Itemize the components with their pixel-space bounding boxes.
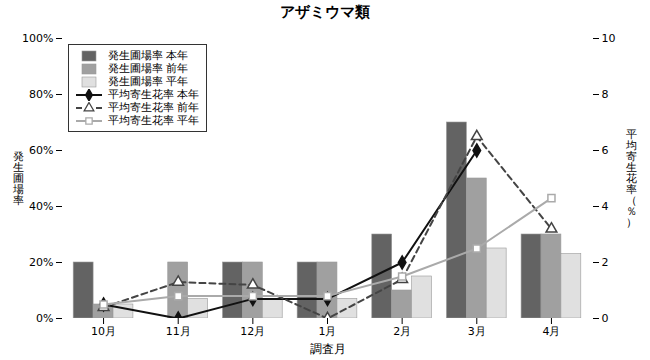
html-text:平均寄生花率 平年: 平均寄生花率 平年 xyxy=(108,114,200,127)
html-text:発生圃場率 平年: 発生圃場率 平年 xyxy=(108,75,189,88)
svg-text:1月: 1月 xyxy=(319,325,337,338)
html-text:平均寄生花率 本年: 平均寄生花率 本年 xyxy=(108,88,200,101)
svg-text:6: 6 xyxy=(602,144,609,157)
svg-text:0: 0 xyxy=(602,312,609,325)
svg-text:100%: 100% xyxy=(22,32,53,45)
svg-text:8: 8 xyxy=(602,88,609,101)
svg-text:4: 4 xyxy=(602,200,609,213)
html-text:平均寄生花率 前年: 平均寄生花率 前年 xyxy=(108,101,200,114)
svg-text:発生圃場率: 発生圃場率 xyxy=(12,150,24,207)
svg-text:2: 2 xyxy=(602,256,609,269)
html-text:発生圃場率 本年: 発生圃場率 本年 xyxy=(108,49,189,62)
svg-text:調査月: 調査月 xyxy=(310,342,346,356)
svg-text:10: 10 xyxy=(602,32,616,45)
svg-text:0%: 0% xyxy=(36,312,53,325)
svg-text:3月: 3月 xyxy=(468,325,486,338)
svg-text:平均寄生花率（％）: 平均寄生花率（％） xyxy=(625,128,637,229)
svg-text:10月: 10月 xyxy=(91,325,116,338)
html-text:発生圃場率 前年: 発生圃場率 前年 xyxy=(108,62,189,75)
svg-text:2月: 2月 xyxy=(393,325,411,338)
svg-text:4月: 4月 xyxy=(542,325,560,338)
svg-text:12月: 12月 xyxy=(240,325,265,338)
svg-text:40%: 40% xyxy=(29,200,53,213)
svg-text:60%: 60% xyxy=(29,144,53,157)
html-text:アザミウマ類: アザミウマ類 xyxy=(280,3,370,21)
svg-text:11月: 11月 xyxy=(166,325,191,338)
svg-text:80%: 80% xyxy=(29,88,53,101)
svg-text:20%: 20% xyxy=(29,256,53,269)
